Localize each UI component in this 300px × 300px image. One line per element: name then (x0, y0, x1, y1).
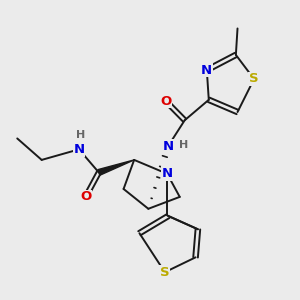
Text: N: N (201, 64, 212, 76)
Text: S: S (249, 73, 259, 85)
Text: H: H (76, 130, 85, 140)
Text: N: N (74, 143, 85, 156)
Text: O: O (160, 94, 172, 108)
Text: N: N (163, 140, 174, 152)
Text: H: H (179, 140, 188, 150)
Polygon shape (98, 160, 134, 175)
Text: S: S (160, 266, 170, 279)
Text: N: N (162, 167, 173, 180)
Text: O: O (80, 190, 91, 203)
